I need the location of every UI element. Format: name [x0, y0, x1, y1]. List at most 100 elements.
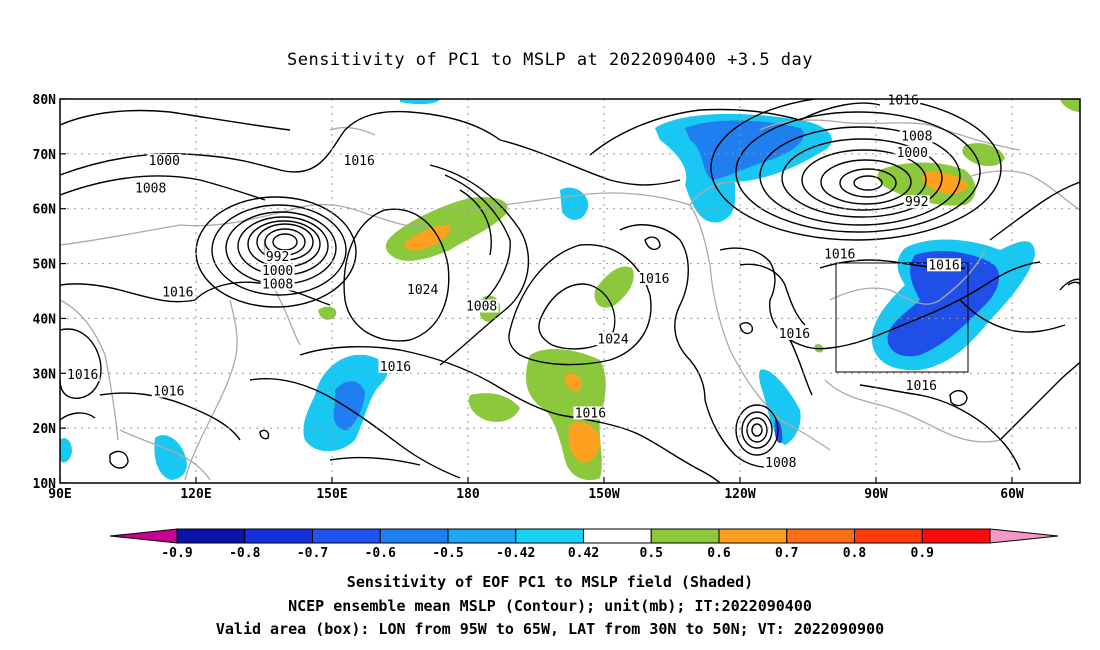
colorbar-extend-high: [989, 528, 1059, 544]
colorbar-swatch: [854, 528, 923, 544]
colorbar-swatch: [447, 528, 517, 544]
x-tick-label: 90E: [48, 487, 71, 502]
pos-region-iceland: [962, 143, 1005, 167]
colorbar-label: -0.5: [432, 546, 463, 561]
caption-line-3: Valid area (box): LON from 95W to 65W, L…: [215, 620, 885, 638]
y-tick-label: 10N: [33, 477, 57, 492]
colorbar-label: 0.7: [775, 546, 798, 561]
contour-label: 1000: [262, 264, 293, 279]
pos-region-small1: [318, 306, 337, 320]
pos-region-bering-core: [404, 225, 451, 251]
colorbar-label: -0.8: [229, 546, 260, 561]
contour-label-bg: [886, 93, 921, 107]
colorbar-label: 0.9: [911, 546, 934, 561]
x-tick-label: 180: [456, 487, 480, 502]
contour-label: 1016: [928, 258, 959, 273]
contour-label: 1016: [888, 94, 919, 109]
pos-region-central-pacific: [468, 393, 520, 422]
contour-label: 1000: [897, 146, 928, 161]
contour-label-bg: [160, 285, 195, 299]
colorbar-label: 0.5: [640, 546, 663, 561]
y-tick-label: 80N: [33, 93, 57, 108]
colorbar-label: 0.8: [843, 546, 867, 561]
y-tick-label: 50N: [33, 258, 57, 273]
contour-label: 1024: [597, 332, 628, 347]
contour-label: 1016: [380, 360, 411, 375]
colorbar-label: 0.42: [568, 546, 599, 561]
contour-label-bg: [927, 258, 961, 272]
colorbar-label: -0.7: [297, 546, 328, 561]
y-tick-label: 70N: [33, 148, 57, 163]
contour-label-bg: [904, 379, 939, 392]
mslp-contours: [60, 99, 1080, 483]
neg-region-gulf-alaska: [400, 99, 440, 105]
contour-label: 1008: [262, 278, 293, 293]
y-tick-label: 60N: [33, 203, 57, 218]
colorbar-swatch: [176, 528, 246, 544]
x-tick-label: 150W: [588, 487, 619, 502]
contour-label-bg: [573, 406, 608, 420]
gridlines: [60, 99, 1080, 483]
pos-region-hawaii-core2: [564, 373, 582, 392]
contour-label: 1000: [149, 154, 180, 169]
contour-label-bg: [342, 154, 377, 168]
y-tick-label: 20N: [33, 422, 57, 437]
contour-label-bg: [777, 326, 812, 340]
x-tick-label: 120W: [724, 487, 755, 502]
colorbar-label: 0.6: [707, 546, 731, 561]
contour-label: 992: [905, 195, 928, 210]
axes: 90E 120E 150E 180 150W 120W 90W 60W 80N 70N 60N 50N…: [33, 93, 1024, 502]
colorbar-swatch: [718, 528, 788, 544]
colorbar-label: -0.9: [161, 546, 192, 561]
y-tick-label: 40N: [33, 312, 57, 327]
contour-label: 1008: [765, 456, 796, 471]
contour-label-bg: [378, 359, 413, 373]
neg-region-china: [154, 435, 187, 480]
contour-label-bg: [133, 181, 168, 195]
x-tick-label: 90W: [864, 487, 888, 502]
contour-label-bg: [763, 455, 798, 469]
contour-label: 1016: [575, 406, 606, 421]
contour-label-bg: [65, 368, 100, 382]
contour-label: 1016: [906, 379, 937, 394]
contour-label-bg: [903, 195, 930, 209]
y-tick-label: 30N: [33, 367, 57, 382]
contour-label-bg: [464, 299, 499, 313]
x-tick-label: 120E: [180, 487, 211, 502]
contour-label-bg: [822, 247, 857, 261]
contour-label: 1016: [162, 286, 193, 301]
pos-region-gulf-alaska: [594, 266, 634, 308]
contour-label: 1008: [901, 129, 932, 144]
contour-label-bg: [260, 263, 295, 277]
neg-region-west-atlantic-core: [887, 250, 1000, 357]
contour-label-bg: [147, 154, 182, 168]
colorbar: -0.9 -0.8 -0.7 -0.6 -0.5 -0.42 0.42 0.5 0.6 0.7 0.…: [109, 528, 1059, 561]
contour-label: 1016: [344, 154, 375, 169]
colorbar-label: -0.6: [365, 546, 396, 561]
neg-region-pacific-west-core: [333, 381, 365, 431]
plot-frame: [59, 98, 1081, 484]
plot-title: Sensitivity of PC1 to MSLP at 2022090400…: [286, 50, 813, 70]
pos-region-hawaii-core: [568, 422, 600, 463]
contour-label-bg: [895, 145, 930, 159]
contour-label-bg: [636, 272, 671, 286]
contour-label-bg: [151, 384, 186, 398]
contour-label: 1024: [407, 283, 438, 298]
contour-label-bg: [405, 283, 440, 296]
contour-label: 1016: [824, 247, 855, 262]
contour-label-bg: [264, 250, 291, 264]
colorbar-swatch: [312, 528, 381, 544]
valid-area-box: [835, 262, 969, 373]
colorbar-label: -0.42: [496, 546, 535, 561]
contour-label: 1008: [135, 182, 166, 197]
contour-label-bg: [596, 332, 631, 346]
contour-label: 1016: [153, 384, 184, 399]
contour-label: 1008: [466, 299, 497, 314]
colorbar-extend-low: [109, 528, 178, 544]
colorbar-swatch: [379, 528, 449, 544]
contour-label: 992: [266, 250, 289, 265]
colorbar-swatch: [650, 528, 720, 544]
contour-label: 1016: [67, 368, 98, 383]
x-tick-label: 60W: [1000, 487, 1024, 502]
